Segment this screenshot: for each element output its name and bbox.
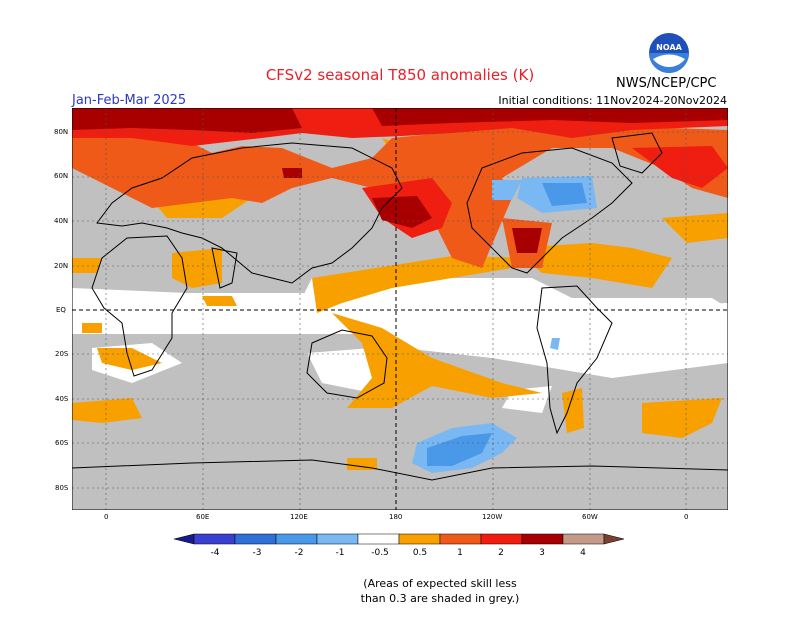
graticule xyxy=(72,108,728,510)
colorbar-label: -2 xyxy=(294,548,304,558)
colorbar-segment xyxy=(480,533,523,545)
lat-label-20s: 20S xyxy=(55,350,69,358)
lat-label-60n: 60N xyxy=(54,172,69,180)
lon-label-120w: 120W xyxy=(482,513,503,521)
coastlines xyxy=(72,132,728,481)
colorbar-label: 1 xyxy=(457,548,463,558)
map-title: CFSv2 seasonal T850 anomalies (K) xyxy=(265,66,535,84)
colorbar-segment xyxy=(357,533,400,545)
lat-label-80s: 80S xyxy=(55,484,69,492)
colorbar-cap-left xyxy=(174,533,195,545)
lat-label-80n: 80N xyxy=(54,128,69,136)
colorbar-segments xyxy=(174,533,625,545)
colorbar-label: -0.5 xyxy=(371,548,389,558)
colorbar-label: -4 xyxy=(210,548,220,558)
lon-label-0: 0 xyxy=(104,513,109,521)
footnote-line-1: (Areas of expected skill less xyxy=(363,577,517,590)
colorbar-label: 0.5 xyxy=(412,548,428,558)
lat-label-40n: 40N xyxy=(54,217,69,225)
noaa-logo: NOAA xyxy=(649,33,689,73)
colorbar-segment xyxy=(316,533,359,545)
warm-anomaly-dark-red xyxy=(72,108,728,253)
lat-label-40s: 40S xyxy=(55,395,69,403)
colorbar-segment xyxy=(562,533,605,545)
colorbar-label: 4 xyxy=(580,548,586,558)
colorbar-label: 3 xyxy=(539,548,545,558)
colorbar-cap-right xyxy=(603,533,625,545)
lon-label-0-east: 0 xyxy=(684,513,689,521)
colorbar-segment xyxy=(521,533,564,545)
colorbar-label: 2 xyxy=(498,548,504,558)
lat-label-eq: EQ xyxy=(56,306,66,314)
skill-footnote: (Areas of expected skill less than 0.3 a… xyxy=(330,576,550,606)
colorbar-segment xyxy=(439,533,482,545)
colorbar xyxy=(174,533,625,545)
lat-label-20n: 20N xyxy=(54,262,69,270)
colorbar-label: -3 xyxy=(252,548,262,558)
initial-conditions: Initial conditions: 11Nov2024-20Nov2024 xyxy=(498,94,727,107)
equator-dateline xyxy=(72,108,728,510)
colorbar-segment xyxy=(275,533,318,545)
lon-label-60e: 60E xyxy=(196,513,210,521)
colorbar-segment xyxy=(193,533,236,545)
lon-label-60w: 60W xyxy=(582,513,598,521)
cold-anomaly-blue xyxy=(427,183,587,466)
colorbar-segment xyxy=(234,533,277,545)
colorbar-label: -1 xyxy=(335,548,345,558)
colorbar-segment xyxy=(398,533,441,545)
forecast-period: Jan-Feb-Mar 2025 xyxy=(72,93,187,108)
lat-label-60s: 60S xyxy=(55,439,69,447)
lon-label-180: 180 xyxy=(389,513,403,521)
lon-label-120e: 120E xyxy=(290,513,308,521)
footnote-line-2: than 0.3 are shaded in grey.) xyxy=(360,592,520,605)
logo-text: NOAA xyxy=(656,43,682,52)
agency-label: NWS/NCEP/CPC xyxy=(616,76,717,91)
anomaly-map: 80N xyxy=(72,108,728,510)
